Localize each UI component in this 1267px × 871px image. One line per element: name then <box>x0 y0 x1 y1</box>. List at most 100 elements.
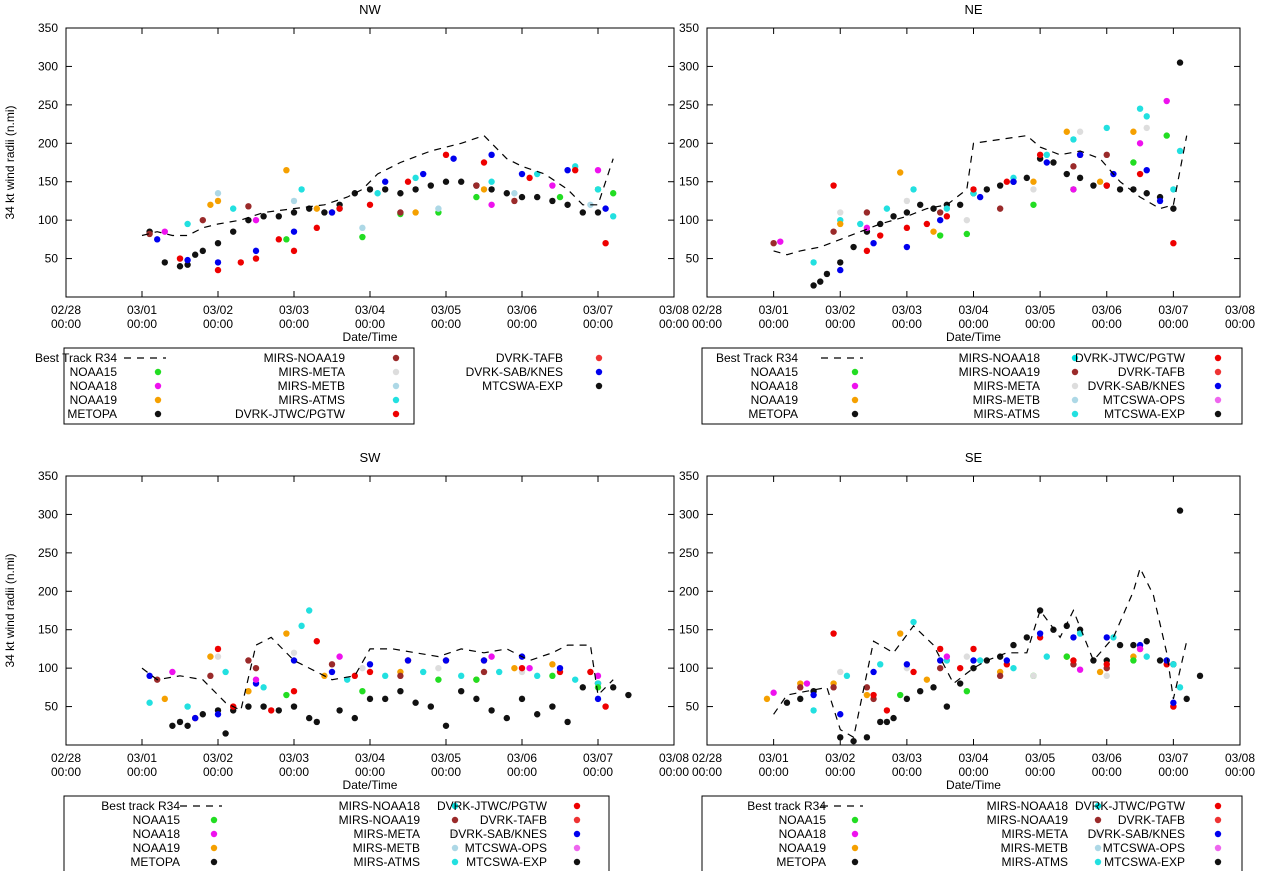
data-point <box>963 653 971 660</box>
data-point <box>1136 170 1144 178</box>
y-tick-label: 200 <box>679 136 699 150</box>
data-point <box>1043 653 1050 660</box>
data-point <box>245 657 252 664</box>
data-point <box>214 266 222 274</box>
data-point <box>214 197 222 205</box>
data-point <box>526 174 533 182</box>
data-point <box>1143 166 1150 174</box>
data-point <box>1030 178 1037 185</box>
data-point <box>359 233 366 241</box>
data-point <box>943 653 951 660</box>
x-tick-label-time: 00:00 <box>127 765 157 779</box>
data-point <box>275 236 282 243</box>
data-point <box>351 190 358 197</box>
x-tick-label-date: 03/06 <box>1092 303 1122 317</box>
x-tick-label-date: 03/03 <box>892 751 922 765</box>
legend-marker <box>1214 816 1222 824</box>
x-tick-label-time: 00:00 <box>203 317 233 331</box>
legend-marker <box>573 816 581 824</box>
data-point <box>534 672 541 680</box>
y-axis-label: 34 kt wind radii (n.mi) <box>3 105 17 219</box>
legend-marker <box>451 858 459 866</box>
data-point <box>442 178 450 185</box>
series-noaa19 <box>207 166 488 216</box>
data-point <box>184 722 191 729</box>
data-point <box>1076 666 1084 673</box>
data-point <box>146 699 153 706</box>
legend-label: NOAA15 <box>70 365 118 379</box>
data-point <box>146 230 153 238</box>
legend-label: MIRS-META <box>354 827 420 841</box>
data-point <box>1090 182 1097 189</box>
x-tick-label-date: 03/08 <box>1225 751 1255 765</box>
x-tick-label-date: 03/06 <box>1092 751 1122 765</box>
data-point <box>1096 178 1104 185</box>
data-point <box>610 684 617 691</box>
legend-marker <box>851 816 859 824</box>
x-tick-label-time: 00:00 <box>1025 317 1055 331</box>
y-tick-label: 250 <box>679 546 699 560</box>
x-tick-label-time: 00:00 <box>51 317 81 331</box>
x-tick-label-time: 00:00 <box>583 317 613 331</box>
data-point <box>1030 201 1037 208</box>
data-point <box>275 707 282 714</box>
legend-label: Best Track R34 <box>35 351 117 365</box>
data-point <box>488 186 495 193</box>
data-point <box>450 155 457 162</box>
x-tick-label-date: 03/08 <box>1225 303 1255 317</box>
series-mirs-noaa19 <box>797 661 1110 703</box>
data-point <box>518 695 526 703</box>
data-point <box>161 228 168 235</box>
data-point <box>903 695 911 703</box>
data-point <box>275 213 282 220</box>
panel-se: SE5010015020025030035002/2800:0003/0100:… <box>679 450 1255 871</box>
data-point <box>260 703 267 710</box>
data-point <box>963 230 971 238</box>
data-point <box>936 645 944 653</box>
legend-label: METOPA <box>67 407 117 421</box>
x-tick-label-date: 03/02 <box>203 751 233 765</box>
data-point <box>777 238 784 245</box>
series-dvrk-jtwc-pgtw <box>176 151 609 274</box>
data-point <box>306 714 313 722</box>
series-mirs-atms <box>810 105 1184 266</box>
data-point <box>283 166 290 174</box>
data-point <box>192 714 199 722</box>
x-tick-label-date: 03/07 <box>1158 751 1188 765</box>
data-point <box>850 737 857 745</box>
data-point <box>366 661 374 668</box>
x-tick-label-date: 03/01 <box>759 751 789 765</box>
data-point <box>245 688 252 695</box>
y-tick-label: 150 <box>679 175 699 189</box>
legend-label: MTCSWA-OPS <box>465 841 547 855</box>
data-point <box>511 664 518 672</box>
data-point <box>503 714 510 722</box>
legend-marker <box>1071 354 1079 362</box>
data-point <box>496 668 503 676</box>
data-point <box>1010 178 1017 185</box>
legend-label: DVRK-JTWC/PGTW <box>1075 351 1186 365</box>
series-noaa19 <box>763 630 1137 703</box>
legend-label: MTCSWA-EXP <box>1104 407 1185 421</box>
data-point <box>549 661 556 668</box>
data-point <box>870 240 877 247</box>
y-tick-label: 300 <box>679 59 699 73</box>
data-point <box>1103 124 1110 132</box>
data-point <box>1023 634 1030 641</box>
data-point <box>473 695 480 703</box>
data-point <box>268 707 275 714</box>
legend-label: Best Track R34 <box>716 351 798 365</box>
data-point <box>397 672 404 680</box>
data-point <box>397 190 404 197</box>
y-tick-label: 300 <box>679 507 699 521</box>
data-point <box>1170 186 1177 193</box>
x-tick-label-date: 03/05 <box>1025 751 1055 765</box>
data-point <box>810 282 817 289</box>
data-point <box>1130 128 1137 135</box>
legend-marker <box>451 844 459 852</box>
data-point <box>1143 638 1150 645</box>
legend-label: MIRS-ATMS <box>279 393 345 407</box>
data-point <box>427 182 434 189</box>
data-point <box>222 668 229 676</box>
